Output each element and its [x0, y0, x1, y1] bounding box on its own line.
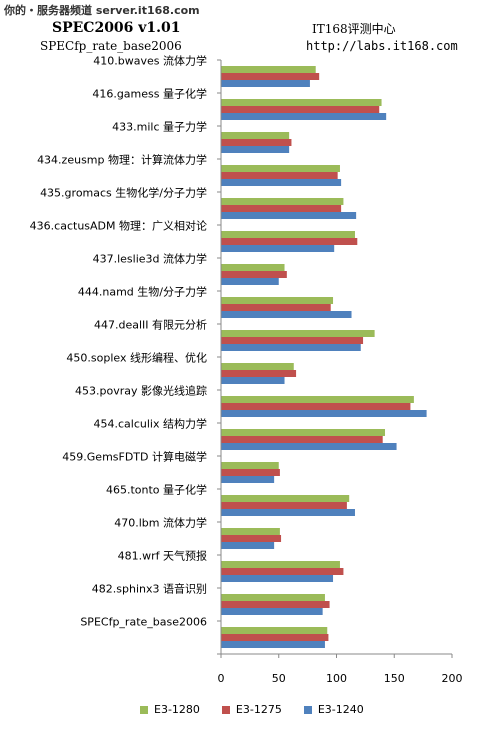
bar	[221, 528, 280, 535]
x-tick-label: 100	[326, 672, 347, 685]
legend-item: E3-1240	[303, 703, 364, 716]
bar	[221, 304, 331, 311]
bar	[221, 396, 414, 403]
legend-label: E3-1240	[317, 703, 364, 716]
bar	[221, 495, 350, 502]
bar	[221, 363, 294, 370]
category-label: 416.gamess 量子化学	[92, 87, 207, 101]
bar	[221, 66, 316, 73]
legend-swatch	[140, 705, 148, 714]
category-label: 465.tonto 量子化学	[106, 483, 207, 497]
category-label: 444.namd 生物/分子力学	[78, 285, 207, 299]
bar	[221, 542, 275, 549]
bar	[221, 106, 380, 113]
category-label: 410.bwaves 流体力学	[93, 54, 207, 68]
bar	[221, 330, 375, 337]
bar	[221, 337, 364, 344]
x-tick-label: 0	[218, 672, 225, 685]
bar	[221, 403, 411, 410]
x-tick-label: 200	[442, 672, 463, 685]
category-label: SPECfp_rate_base2006	[80, 616, 207, 629]
legend-label: E3-1280	[154, 703, 200, 716]
bar	[221, 443, 397, 450]
x-tick-label: 150	[384, 672, 405, 685]
bar	[221, 264, 285, 271]
bar	[221, 271, 287, 278]
bar	[221, 627, 328, 634]
bar	[221, 377, 285, 384]
site-url: http://labs.it168.com	[306, 39, 458, 53]
category-label: 481.wrf 天气预报	[118, 549, 207, 563]
watermark-text: 你的・服务器频道 server.it168.com	[4, 4, 200, 17]
bar	[221, 469, 280, 476]
bar	[221, 601, 330, 608]
category-label: 436.cactusADM 物理：广义相对论	[30, 219, 207, 233]
category-label: 470.lbm 流体力学	[114, 516, 207, 530]
category-label: 433.milc 量子力学	[112, 120, 207, 134]
bar	[221, 568, 344, 575]
bar	[221, 410, 427, 417]
chart-subtitle: SPECfp_rate_base2006	[40, 39, 182, 53]
legend: E3-1280 E3-1275 E3-1240	[140, 703, 364, 716]
bar	[221, 641, 325, 648]
legend-swatch	[303, 705, 312, 714]
site-name: IT168评测中心	[312, 22, 396, 36]
bar	[221, 634, 329, 641]
legend-swatch	[221, 705, 230, 714]
category-label: 447.dealII 有限元分析	[94, 318, 207, 332]
legend-item: E3-1280	[140, 703, 200, 716]
bar	[221, 462, 279, 469]
bar	[221, 370, 297, 377]
legend-label: E3-1275	[235, 703, 282, 716]
bar	[221, 212, 357, 219]
bar	[221, 509, 355, 516]
bar	[221, 297, 334, 304]
bar	[221, 608, 323, 615]
bar	[221, 165, 340, 172]
category-label: 454.calculix 结构力学	[94, 417, 207, 431]
bar	[221, 139, 292, 146]
bar	[221, 198, 344, 205]
bar	[221, 436, 383, 443]
bar	[221, 311, 352, 318]
legend-item: E3-1275	[221, 703, 282, 716]
bar	[221, 205, 342, 212]
category-label: 435.gromacs 生物化学/分子力学	[40, 186, 207, 200]
category-label: 450.soplex 线形编程、优化	[66, 351, 207, 365]
bar	[221, 238, 358, 245]
category-label: 437.leslie3d 流体力学	[93, 252, 207, 266]
bar	[221, 535, 282, 542]
x-tick-label: 50	[272, 672, 286, 685]
bar	[221, 132, 290, 139]
bar	[221, 113, 387, 120]
category-label: 482.sphinx3 语音识别	[92, 582, 207, 596]
bar	[221, 476, 275, 483]
bar	[221, 73, 320, 80]
bar	[221, 245, 335, 252]
bar	[221, 80, 310, 87]
bar	[221, 594, 325, 601]
category-label: 459.GemsFDTD 计算电磁学	[62, 450, 207, 464]
bar	[221, 278, 279, 285]
category-label: 434.zeusmp 物理：计算流体力学	[37, 153, 207, 167]
bar	[221, 146, 290, 153]
bar	[221, 231, 355, 238]
bar	[221, 575, 334, 582]
bar	[221, 99, 382, 106]
bar	[221, 561, 340, 568]
bar	[221, 172, 338, 179]
bar	[221, 429, 386, 436]
bar	[221, 502, 347, 509]
category-label: 453.povray 影像光线追踪	[75, 384, 207, 398]
chart-title: SPEC2006 v1.01	[52, 20, 181, 36]
bar	[221, 344, 361, 351]
bar	[221, 179, 342, 186]
